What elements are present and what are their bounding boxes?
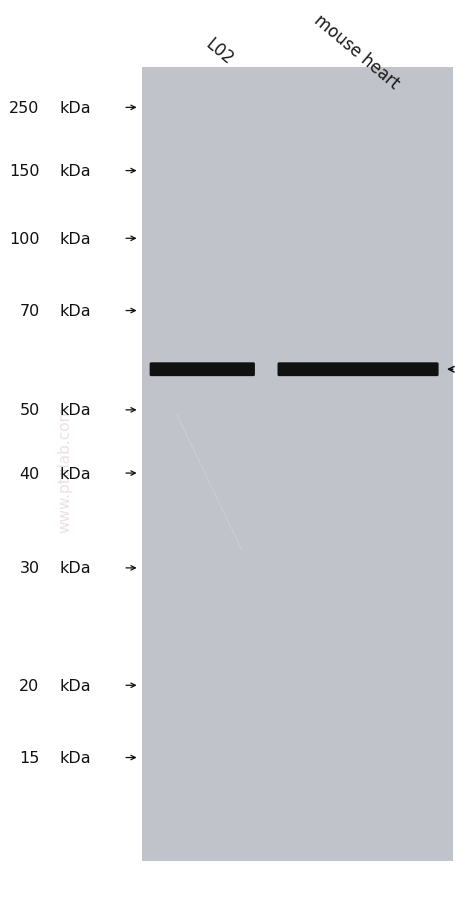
Text: 15: 15 <box>19 750 40 765</box>
FancyBboxPatch shape <box>278 363 438 377</box>
Text: kDa: kDa <box>59 232 91 246</box>
Bar <box>142 68 453 861</box>
Text: www.ptglab.com: www.ptglab.com <box>58 405 73 533</box>
Text: 250: 250 <box>9 101 40 115</box>
Text: 30: 30 <box>20 561 40 575</box>
Text: kDa: kDa <box>59 466 91 481</box>
Text: 100: 100 <box>9 232 40 246</box>
Text: kDa: kDa <box>59 304 91 318</box>
Text: 50: 50 <box>19 403 40 418</box>
Text: kDa: kDa <box>59 164 91 179</box>
Text: kDa: kDa <box>59 750 91 765</box>
FancyBboxPatch shape <box>150 363 255 377</box>
Text: 70: 70 <box>19 304 40 318</box>
Text: 20: 20 <box>19 678 40 693</box>
Text: mouse heart: mouse heart <box>311 11 403 93</box>
Text: kDa: kDa <box>59 101 91 115</box>
Text: L02: L02 <box>202 35 237 69</box>
Text: kDa: kDa <box>59 403 91 418</box>
Text: kDa: kDa <box>59 561 91 575</box>
Text: 150: 150 <box>9 164 40 179</box>
Text: kDa: kDa <box>59 678 91 693</box>
Text: 40: 40 <box>19 466 40 481</box>
